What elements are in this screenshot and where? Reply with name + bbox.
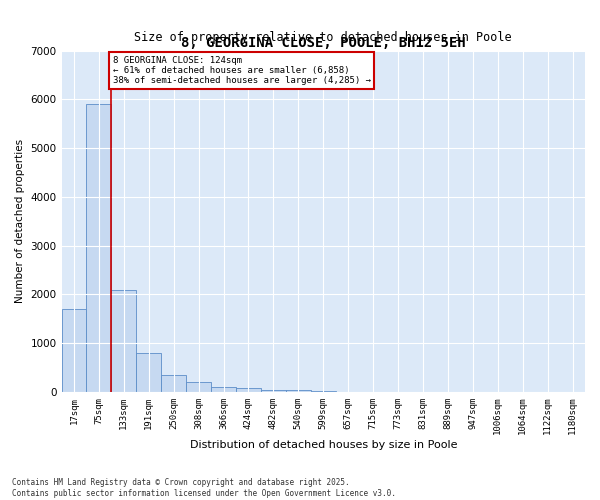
X-axis label: Distribution of detached houses by size in Poole: Distribution of detached houses by size … bbox=[190, 440, 457, 450]
Bar bbox=[161, 375, 186, 392]
Bar bbox=[236, 388, 261, 392]
Bar bbox=[261, 390, 286, 392]
Bar bbox=[311, 391, 336, 392]
Bar bbox=[62, 309, 86, 392]
Bar bbox=[136, 353, 161, 392]
Y-axis label: Number of detached properties: Number of detached properties bbox=[15, 140, 25, 304]
Text: 8 GEORGINA CLOSE: 124sqm
← 61% of detached houses are smaller (6,858)
38% of sem: 8 GEORGINA CLOSE: 124sqm ← 61% of detach… bbox=[113, 56, 371, 86]
Bar bbox=[86, 104, 112, 392]
Title: 8, GEORGINA CLOSE, POOLE, BH12 5EH: 8, GEORGINA CLOSE, POOLE, BH12 5EH bbox=[181, 36, 466, 50]
Text: Contains HM Land Registry data © Crown copyright and database right 2025.
Contai: Contains HM Land Registry data © Crown c… bbox=[12, 478, 396, 498]
Bar bbox=[211, 387, 236, 392]
Text: Size of property relative to detached houses in Poole: Size of property relative to detached ho… bbox=[134, 31, 512, 44]
Bar bbox=[112, 290, 136, 392]
Bar bbox=[286, 390, 311, 392]
Bar bbox=[186, 382, 211, 392]
